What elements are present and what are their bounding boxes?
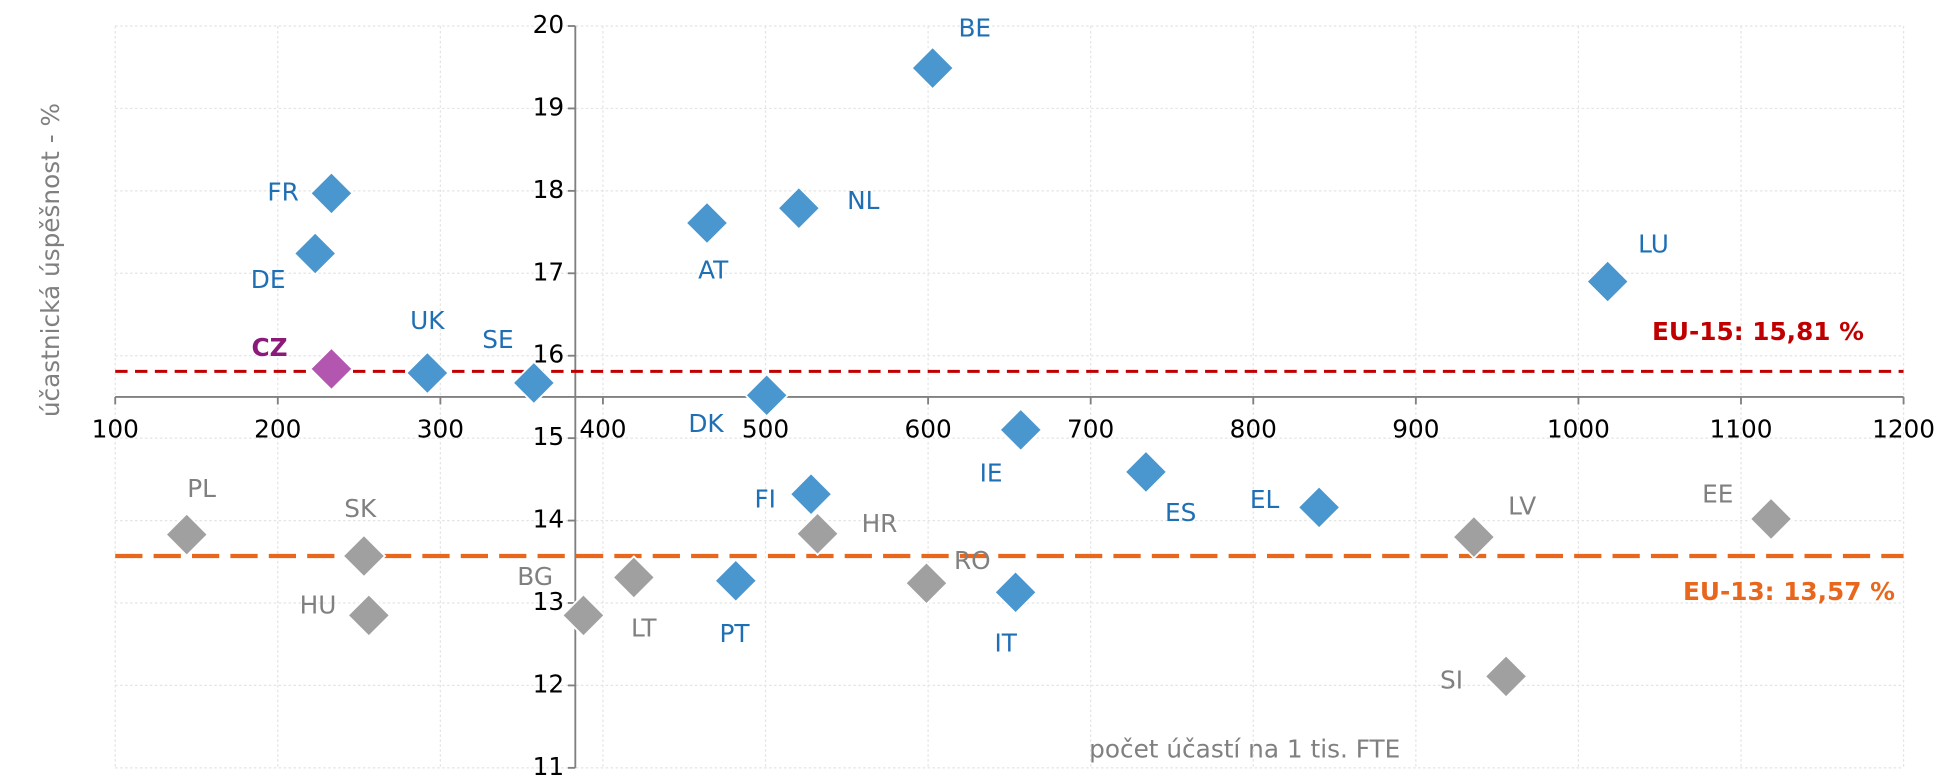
- x-tick-label: 100: [92, 414, 139, 443]
- point: [744, 372, 790, 418]
- point-label: BE: [958, 14, 991, 43]
- x-tick-label: 1200: [1872, 414, 1935, 443]
- point: [910, 45, 956, 91]
- point-label: HR: [862, 509, 898, 538]
- y-tick-label: 13: [533, 587, 565, 616]
- point: [561, 592, 606, 638]
- point: [684, 200, 730, 246]
- point: [713, 558, 759, 604]
- point-label: EE: [1702, 479, 1733, 508]
- point-label: AT: [698, 255, 729, 284]
- point-label: FI: [754, 484, 776, 513]
- point: [292, 231, 338, 276]
- y-tick-label: 12: [533, 669, 565, 698]
- y-tick-label: 17: [533, 257, 565, 286]
- point-label: PL: [187, 474, 216, 503]
- x-tick-label: 600: [904, 414, 951, 443]
- point: [1585, 259, 1631, 304]
- point: [309, 346, 354, 392]
- point-label: PT: [720, 619, 751, 648]
- x-tick-label: 1100: [1709, 414, 1772, 443]
- point-label: LU: [1638, 230, 1669, 259]
- point-label: ES: [1165, 498, 1196, 527]
- point: [1748, 496, 1794, 542]
- x-tick-label: 300: [417, 414, 464, 443]
- point-label: UK: [410, 306, 445, 335]
- reference-label: EU-13: 13,57 %: [1683, 577, 1895, 606]
- point-label: SI: [1440, 665, 1463, 694]
- point-label: FR: [267, 177, 298, 206]
- point-label: BG: [517, 562, 553, 591]
- y-tick-label: 15: [533, 422, 565, 451]
- point: [795, 511, 840, 557]
- point-label: DK: [688, 409, 724, 438]
- point: [341, 533, 387, 579]
- point-label: EL: [1250, 485, 1280, 514]
- point: [164, 512, 210, 557]
- point-label: DE: [251, 265, 286, 294]
- x-tick-label: 700: [1067, 414, 1114, 443]
- x-tick-label: 900: [1392, 414, 1439, 443]
- point: [309, 170, 354, 216]
- y-tick-label: 16: [533, 340, 565, 369]
- y-tick-label: 19: [533, 92, 565, 121]
- point-label: RO: [954, 546, 991, 575]
- point: [611, 555, 657, 600]
- point: [998, 407, 1044, 453]
- point-label: HU: [300, 591, 337, 620]
- point: [346, 592, 392, 638]
- point: [1296, 485, 1342, 530]
- point: [776, 185, 822, 231]
- point-label: NL: [847, 186, 880, 215]
- point: [511, 360, 557, 406]
- point: [404, 350, 450, 396]
- point-label: IE: [980, 458, 1003, 487]
- point: [1451, 514, 1497, 560]
- x-tick-label: 1000: [1547, 414, 1610, 443]
- x-tick-label: 200: [254, 414, 301, 443]
- reference-label: EU-15: 15,81 %: [1652, 317, 1864, 346]
- y-tick-label: 14: [533, 505, 565, 534]
- y-tick-label: 18: [533, 175, 565, 204]
- point-label: SK: [344, 494, 377, 523]
- y-axis-label: účastnická úspěšnost - %: [36, 103, 65, 417]
- y-tick-label: 20: [533, 10, 565, 39]
- x-tick-label: 500: [742, 414, 789, 443]
- point: [904, 560, 949, 606]
- point-label: LV: [1508, 491, 1536, 520]
- point: [1483, 653, 1529, 699]
- point: [993, 569, 1038, 615]
- point: [1123, 449, 1169, 495]
- point-label: IT: [994, 628, 1017, 657]
- x-tick-label: 800: [1230, 414, 1277, 443]
- y-tick-label: 11: [533, 752, 565, 779]
- x-tick-label: 400: [579, 414, 626, 443]
- point-label: CZ: [251, 333, 287, 362]
- point-label: LT: [631, 613, 657, 642]
- point: [788, 471, 834, 517]
- point-label: SE: [482, 325, 513, 354]
- x-axis-label: počet účastí na 1 tis. FTE: [1089, 735, 1400, 764]
